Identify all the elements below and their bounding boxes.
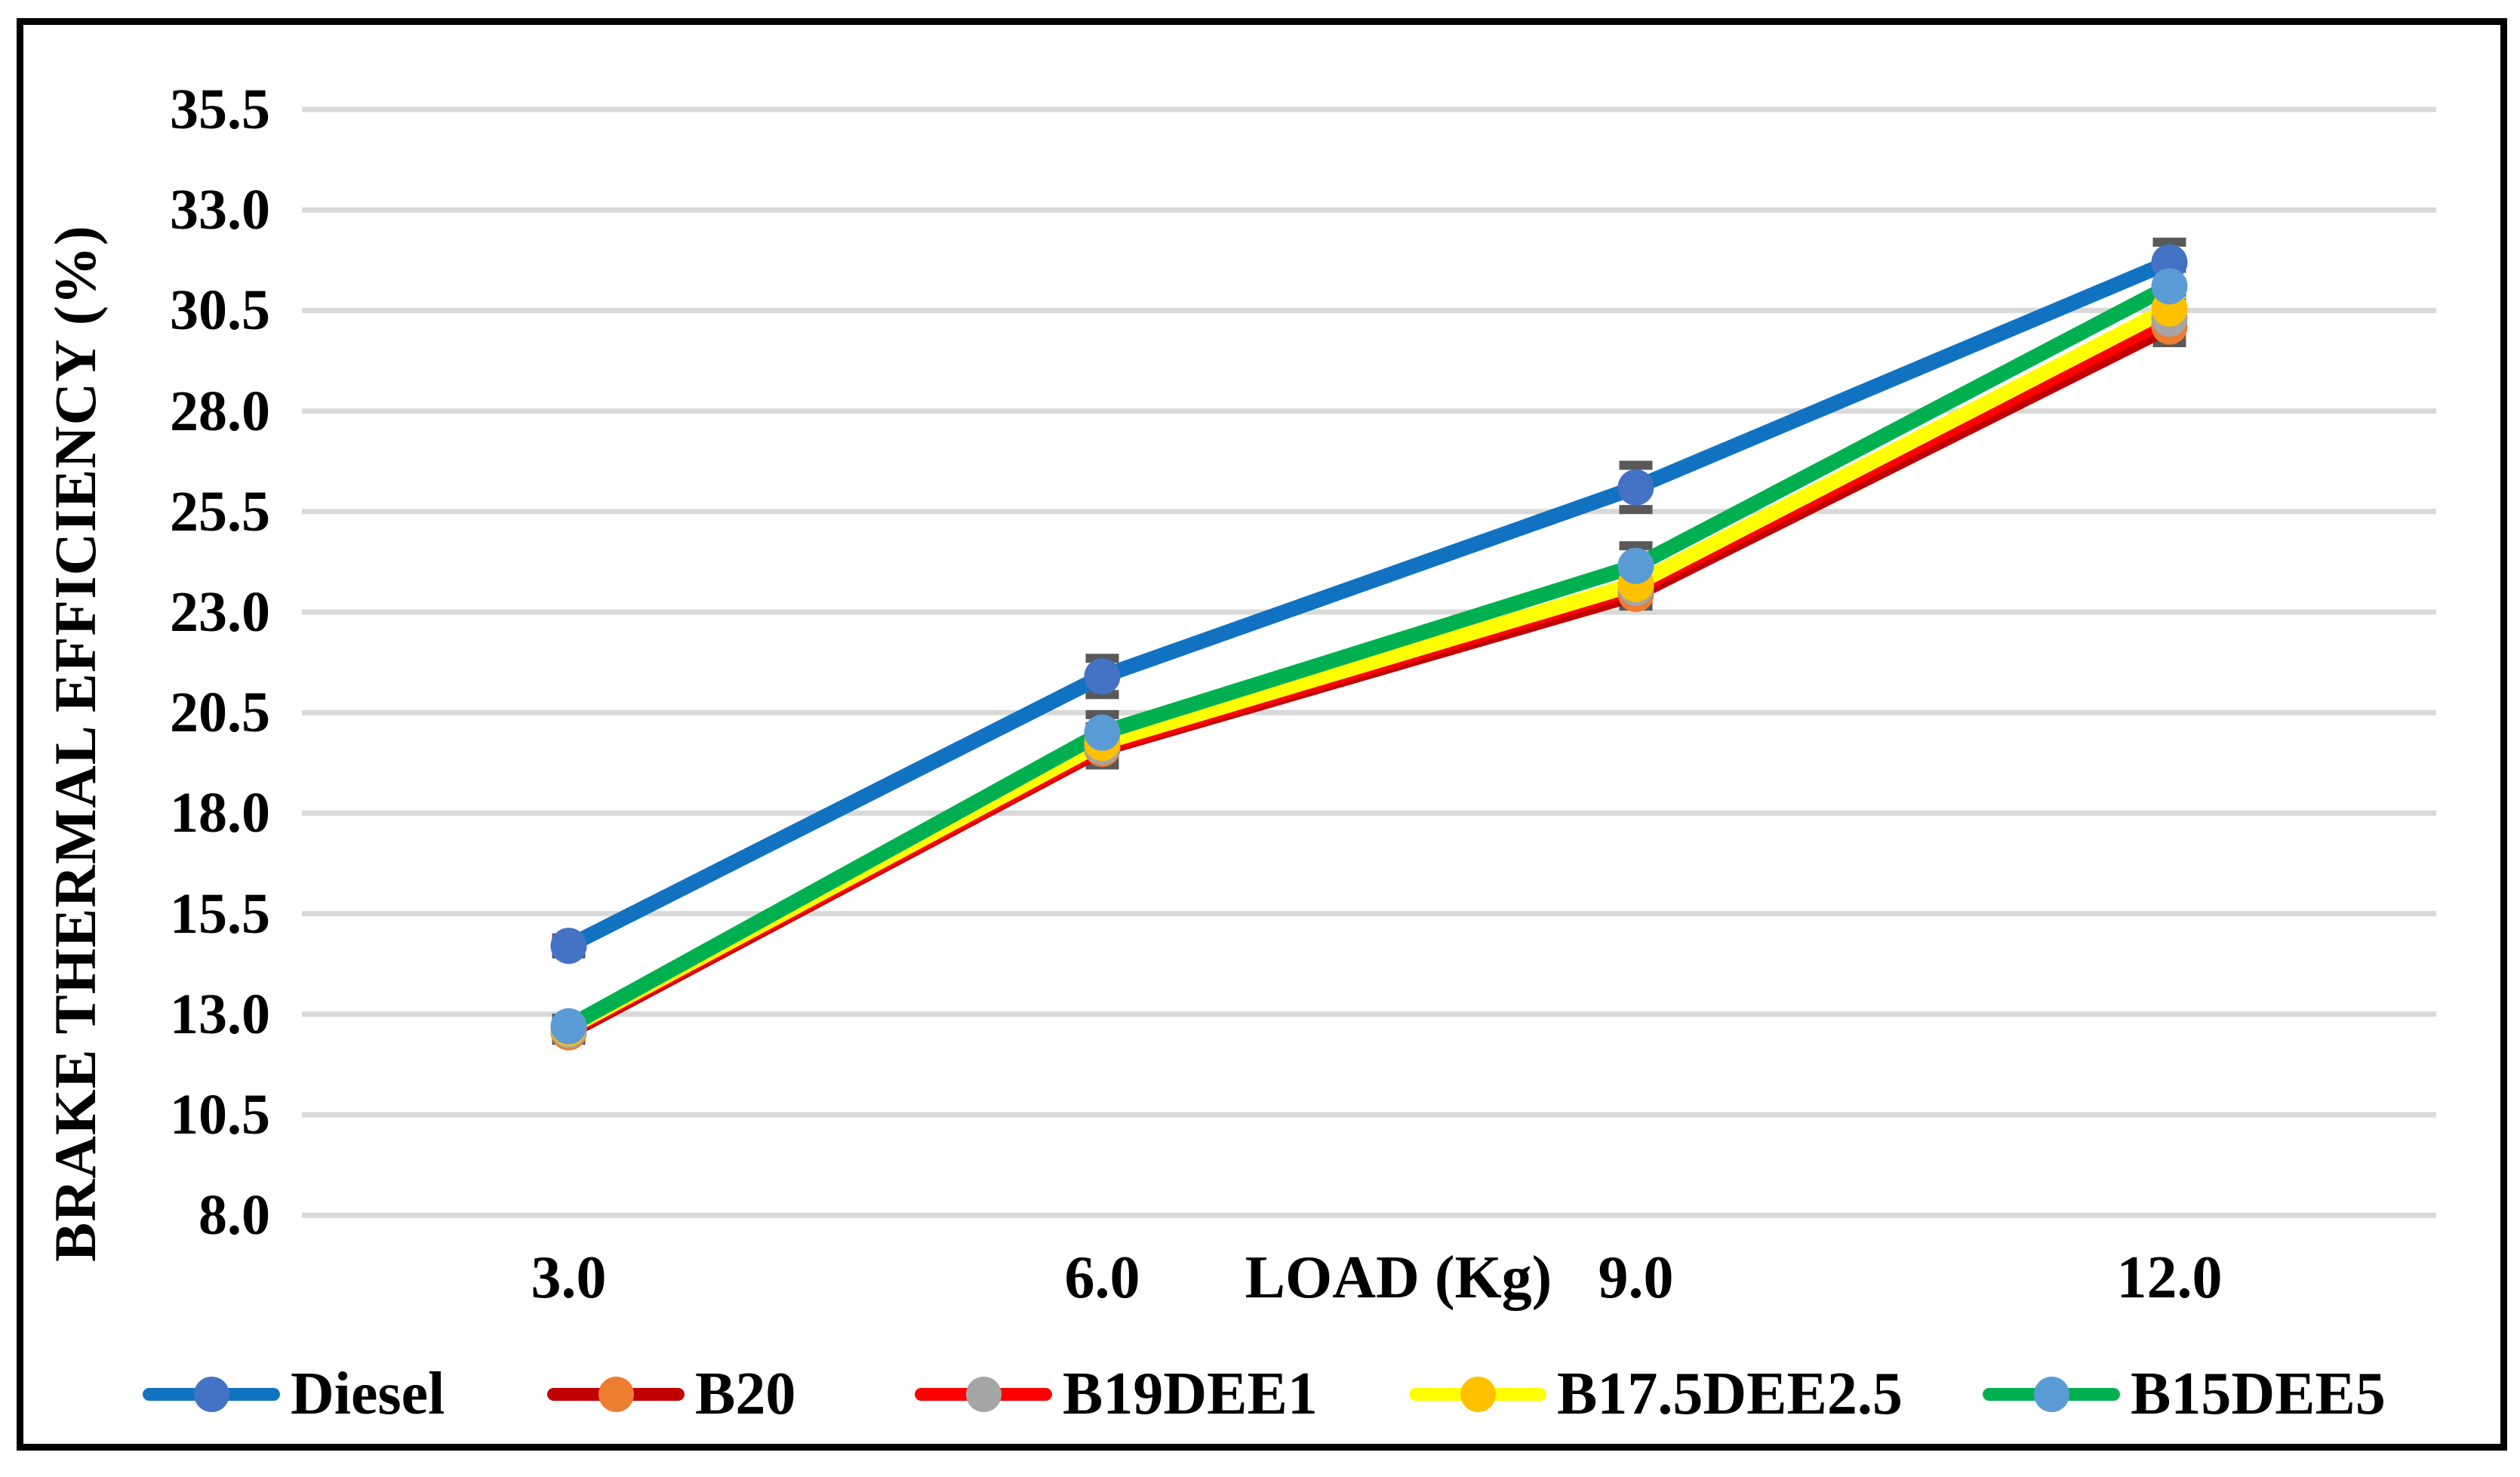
legend-marker-dot [598, 1377, 634, 1412]
legend-label: B17.5DEE2.5 [1557, 1361, 1903, 1427]
chart-legend: Diesel B20 B19DEE1 B17.5DEE2.5 B15DEE5 [0, 1355, 2520, 1434]
legend-item-B19DEE1: B19DEE1 [915, 1355, 1318, 1434]
legend-swatch [1983, 1355, 2120, 1434]
legend-swatch [915, 1355, 1052, 1434]
y-tick-label: 13.0 [170, 982, 270, 1046]
legend-swatch [1409, 1355, 1546, 1434]
legend-marker-dot [1460, 1377, 1496, 1412]
y-tick-label: 35.5 [170, 78, 270, 141]
chart-border-frame [17, 18, 2507, 1451]
y-tick-label: 18.0 [170, 781, 270, 845]
legend-marker-dot [2034, 1377, 2069, 1412]
series-marker-B15DEE5 [1084, 714, 1121, 751]
legend-marker-dot [966, 1377, 1002, 1412]
x-axis-title: LOAD (Kg) [1245, 1245, 1552, 1311]
series-line-B15DEE5 [561, 278, 2177, 1034]
legend-swatch [143, 1355, 280, 1434]
x-tick-label: 3.0 [531, 1245, 607, 1311]
y-tick-label: 8.0 [198, 1183, 270, 1248]
x-tick-label: 6.0 [1064, 1245, 1140, 1311]
series-line-Diesel [561, 254, 2177, 954]
y-tick-label: 20.5 [170, 681, 270, 745]
y-tick-label: 30.5 [170, 278, 270, 343]
series-marker-Diesel [550, 928, 587, 965]
legend-label: B15DEE5 [2131, 1361, 2386, 1427]
y-tick-label: 28.0 [170, 379, 270, 443]
y-tick-label: 10.5 [170, 1083, 270, 1146]
y-tick-label: 23.0 [170, 580, 270, 644]
x-tick-label: 12.0 [2116, 1245, 2223, 1311]
series-marker-B15DEE5 [1617, 547, 1654, 584]
legend-item-B20: B20 [547, 1355, 795, 1434]
legend-label: B20 [695, 1361, 796, 1427]
legend-item-Diesel: Diesel [143, 1355, 445, 1434]
x-tick-label: 9.0 [1598, 1245, 1674, 1311]
series-marker-Diesel [1084, 658, 1121, 695]
legend-label: Diesel [291, 1361, 445, 1427]
legend-marker-dot [194, 1377, 229, 1412]
series-marker-B15DEE5 [2151, 268, 2188, 305]
y-tick-label: 15.5 [170, 882, 270, 946]
legend-label: B19DEE1 [1063, 1361, 1318, 1427]
series-marker-B15DEE5 [550, 1008, 587, 1045]
legend-item-B17.5DEE2.5: B17.5DEE2.5 [1409, 1355, 1903, 1434]
legend-item-B15DEE5: B15DEE5 [1983, 1355, 2386, 1434]
legend-swatch [547, 1355, 685, 1434]
y-tick-label: 25.5 [170, 479, 270, 543]
y-tick-label: 33.0 [170, 178, 270, 242]
series-marker-Diesel [1617, 469, 1654, 506]
